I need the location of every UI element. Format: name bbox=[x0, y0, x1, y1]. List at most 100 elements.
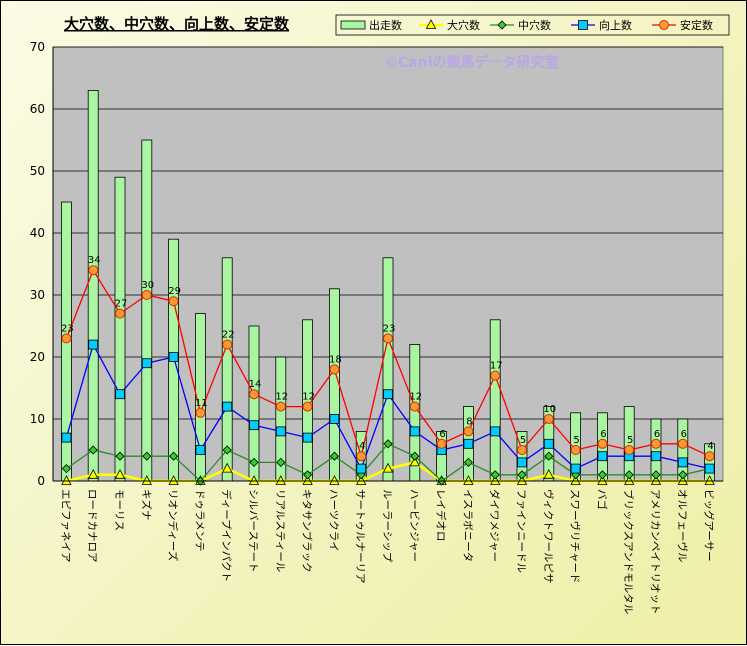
data-label: 12 bbox=[275, 392, 288, 403]
x-tick-label: レイデオロ bbox=[435, 489, 448, 542]
marker-square bbox=[195, 445, 206, 455]
marker-circle bbox=[517, 445, 527, 455]
legend: 出走数 大穴数 中穴数 向上数 安定数 bbox=[335, 14, 730, 36]
marker-square bbox=[222, 401, 233, 412]
data-label: 23 bbox=[61, 323, 74, 334]
data-label: 17 bbox=[490, 361, 503, 372]
marker-diamond bbox=[517, 470, 527, 480]
legend-label: 中穴数 bbox=[518, 18, 551, 32]
marker-square bbox=[115, 389, 125, 400]
marker-circle bbox=[597, 438, 608, 449]
marker-triangle bbox=[248, 475, 260, 485]
data-label: 12 bbox=[409, 392, 422, 403]
data-label: 5 bbox=[573, 435, 579, 446]
marker-circle bbox=[436, 438, 447, 449]
x-tick-label: スワーヴリチャード bbox=[569, 489, 582, 583]
marker-square bbox=[168, 352, 179, 362]
marker-triangle bbox=[222, 462, 233, 473]
marker-circle bbox=[302, 401, 313, 412]
marker-square bbox=[302, 432, 313, 443]
data-label: 30 bbox=[141, 280, 154, 291]
marker-square bbox=[141, 358, 152, 369]
marker-circle bbox=[677, 438, 688, 449]
marker-circle bbox=[61, 333, 72, 344]
y-tick-label: 50 bbox=[30, 164, 45, 178]
legend-box bbox=[335, 14, 730, 36]
marker-diamond bbox=[61, 464, 71, 474]
marker-triangle bbox=[463, 475, 474, 485]
x-tick-label: ディープインパクト bbox=[220, 489, 233, 582]
marker-circle bbox=[222, 339, 233, 350]
marker-circle bbox=[704, 451, 715, 462]
marker-square bbox=[409, 426, 420, 437]
marker-circle bbox=[463, 426, 474, 437]
x-tick-label: ルーラーシップ bbox=[381, 489, 393, 563]
marker-circle bbox=[624, 445, 635, 455]
bar bbox=[114, 176, 126, 482]
marker-square bbox=[597, 451, 608, 462]
marker-circle bbox=[570, 445, 581, 455]
x-tick-label: リオンディーズ bbox=[167, 489, 180, 561]
marker-triangle bbox=[302, 475, 313, 485]
x-tick-label: ファインニードル bbox=[515, 489, 527, 573]
series-markers bbox=[61, 265, 715, 486]
marker-circle bbox=[88, 265, 99, 276]
data-label: 14 bbox=[249, 379, 262, 390]
marker-diamond bbox=[678, 470, 688, 480]
bar bbox=[248, 325, 260, 482]
y-tick-label: 10 bbox=[30, 412, 45, 426]
marker-triangle bbox=[382, 462, 394, 473]
legend-marker bbox=[659, 20, 669, 30]
marker-diamond bbox=[249, 457, 259, 467]
marker-diamond bbox=[544, 451, 554, 461]
data-labels: 23 34 27 30 29 11 22 14 12 12 18 4 23 12 6 8 17 5 10 5 6 5 6 6 4 bbox=[61, 255, 714, 452]
marker-triangle bbox=[543, 468, 554, 479]
x-tick-label: イスラボニータ bbox=[461, 489, 473, 562]
data-label: 6 bbox=[654, 429, 660, 440]
x-tick-label: オルフェーヴル bbox=[676, 489, 689, 563]
marker-diamond bbox=[222, 445, 232, 455]
marker-circle bbox=[141, 290, 152, 300]
x-tick-label: ヴィクトワールピサ bbox=[542, 489, 555, 584]
marker-triangle bbox=[490, 475, 501, 485]
marker-square bbox=[517, 457, 527, 468]
marker-triangle bbox=[650, 475, 662, 485]
marker-circle bbox=[383, 333, 393, 344]
data-label: 12 bbox=[302, 392, 315, 403]
marker-triangle bbox=[114, 468, 126, 479]
legend-label: 向上数 bbox=[599, 18, 632, 32]
marker-triangle bbox=[168, 475, 179, 485]
marker-diamond bbox=[276, 457, 286, 467]
data-label: 6 bbox=[600, 429, 606, 440]
marker-triangle bbox=[61, 475, 72, 485]
marker-triangle bbox=[329, 475, 340, 485]
marker-diamond bbox=[410, 451, 420, 461]
marker-square bbox=[651, 451, 661, 462]
marker-triangle bbox=[677, 475, 688, 485]
marker-triangle bbox=[275, 475, 286, 485]
data-label: 10 bbox=[543, 404, 556, 415]
marker-square bbox=[249, 420, 259, 431]
marker-square bbox=[570, 463, 581, 474]
legend-label: 安定数 bbox=[680, 18, 713, 32]
data-label: 18 bbox=[329, 354, 342, 365]
marker-triangle bbox=[570, 475, 581, 485]
marker-square bbox=[704, 463, 715, 474]
marker-triangle bbox=[409, 456, 420, 467]
data-label: 34 bbox=[88, 255, 101, 266]
legend-swatch-bar bbox=[340, 20, 366, 30]
x-tick-label: キタサンブラック bbox=[301, 489, 314, 573]
legend-marker bbox=[425, 19, 437, 29]
x-tick-label: モーリス bbox=[113, 489, 125, 531]
legend-label: 大穴数 bbox=[447, 18, 480, 32]
marker-circle bbox=[168, 296, 179, 307]
data-label: 5 bbox=[520, 435, 526, 446]
marker-diamond bbox=[88, 445, 98, 455]
marker-square bbox=[383, 389, 393, 400]
x-tick-label: アメリカンペイトリオット bbox=[649, 489, 661, 614]
x-tick-label: ドゥラメンテ bbox=[193, 489, 205, 552]
x-axis: エピファネイア ロードカナロア モーリス キズナ リオンディーズ ドゥラメンテ ディープイン… bbox=[53, 480, 723, 614]
legend-label: 出走数 bbox=[369, 18, 402, 32]
